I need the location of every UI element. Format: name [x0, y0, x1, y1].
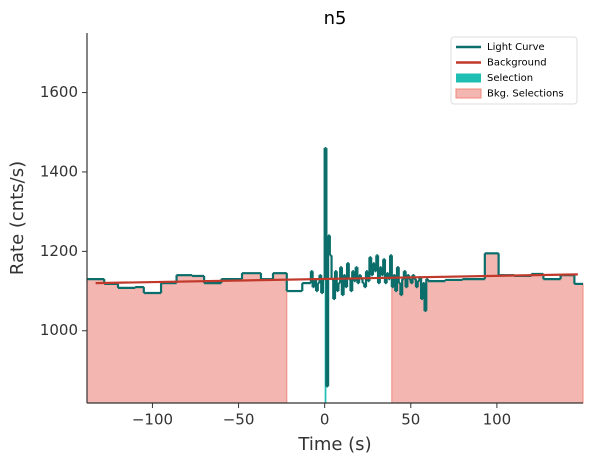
legend-box — [450, 36, 578, 105]
y-tick-label: 1000 — [40, 321, 78, 339]
y-axis-label: Rate (cnts/s) — [7, 161, 28, 275]
x-tick-label: 100 — [483, 411, 512, 429]
chart-title: n5 — [324, 8, 347, 29]
legend-swatch — [455, 88, 482, 99]
y-tick-label: 1200 — [40, 242, 78, 260]
legend-label: Selection — [487, 73, 533, 84]
x-axis-label: Time (s) — [297, 434, 371, 455]
legend-label: Background — [487, 58, 547, 69]
legend-label: Bkg. Selections — [487, 89, 564, 100]
y-tick-label: 1400 — [40, 162, 78, 180]
x-tick-label: 50 — [401, 411, 420, 429]
legend-swatch — [456, 73, 481, 83]
bkg-selection — [86, 272, 288, 404]
background-line — [95, 273, 578, 285]
x-tick-label: −100 — [132, 411, 173, 429]
x-tick-label: 0 — [320, 411, 330, 429]
y-tick-label: 1600 — [40, 83, 78, 101]
legend-label: Light Curve — [487, 42, 545, 53]
x-tick-label: −50 — [223, 411, 255, 429]
